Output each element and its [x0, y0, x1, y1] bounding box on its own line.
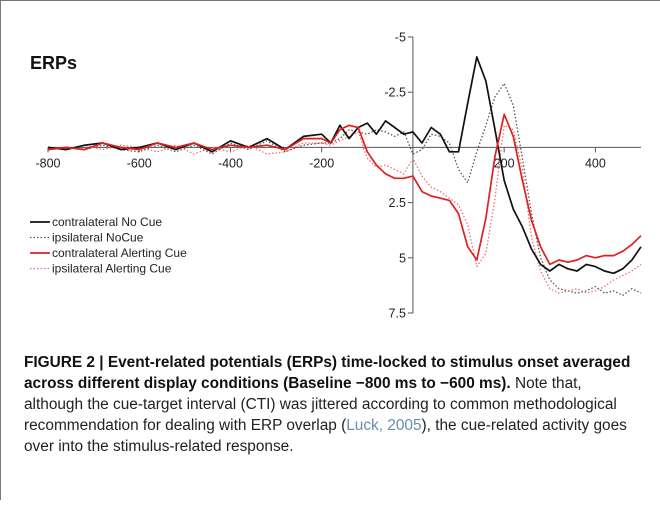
chart-axes: -800 -600 -400 -200 200 400 -5 -2.5 2.5 5 7.5	[35, 31, 641, 321]
erp-line-chart: ERPs -800 -600 -400 -200 200 400 -5 -2.5 2.5 5 7.5…	[30, 31, 642, 321]
legend-label: ipsilateral Alerting Cue	[52, 262, 172, 276]
y-tick-label: 2.5	[389, 196, 406, 210]
figure-left-border	[0, 0, 1, 500]
chart-title: ERPs	[30, 53, 77, 73]
caption-figure-label: FIGURE 2 | Event-related potentials (ERP…	[24, 354, 631, 392]
x-tick-label: 200	[494, 156, 515, 170]
y-tick-label: 7.5	[389, 307, 406, 321]
x-tick-label: 400	[585, 156, 606, 170]
y-tick-label: -5	[395, 31, 406, 45]
caption-citation-link[interactable]: Luck, 2005	[346, 417, 422, 434]
x-tick-label: -400	[218, 156, 243, 170]
caption-text-start: Note that, although the cue-target inter…	[24, 375, 617, 434]
figure-top-border	[0, 0, 660, 1]
series-line-contralateral-alerting-cue	[47, 113, 642, 266]
series-line-ipsilateral-nocue	[47, 82, 642, 296]
x-tick-label: -600	[127, 156, 152, 170]
figure-caption: FIGURE 2 | Event-related potentials (ERP…	[24, 352, 644, 457]
legend-label: ipsilateral NoCue	[52, 231, 144, 245]
x-tick-label: -800	[35, 156, 60, 170]
legend-label: contralateral Alerting Cue	[52, 246, 187, 260]
y-tick-label: 5	[399, 251, 406, 265]
x-tick-label: -200	[309, 156, 334, 170]
y-tick-label: -2.5	[384, 86, 406, 100]
legend-label: contralateral No Cue	[52, 215, 162, 229]
series-line-ipsilateral-alerting-cue	[47, 124, 642, 294]
caption-text-end: ), the cue-related activity goes over in…	[24, 417, 627, 455]
chart-legend: contralateral No Cue ipsilateral NoCuecon…	[30, 215, 187, 276]
chart-series-lines	[47, 56, 642, 296]
